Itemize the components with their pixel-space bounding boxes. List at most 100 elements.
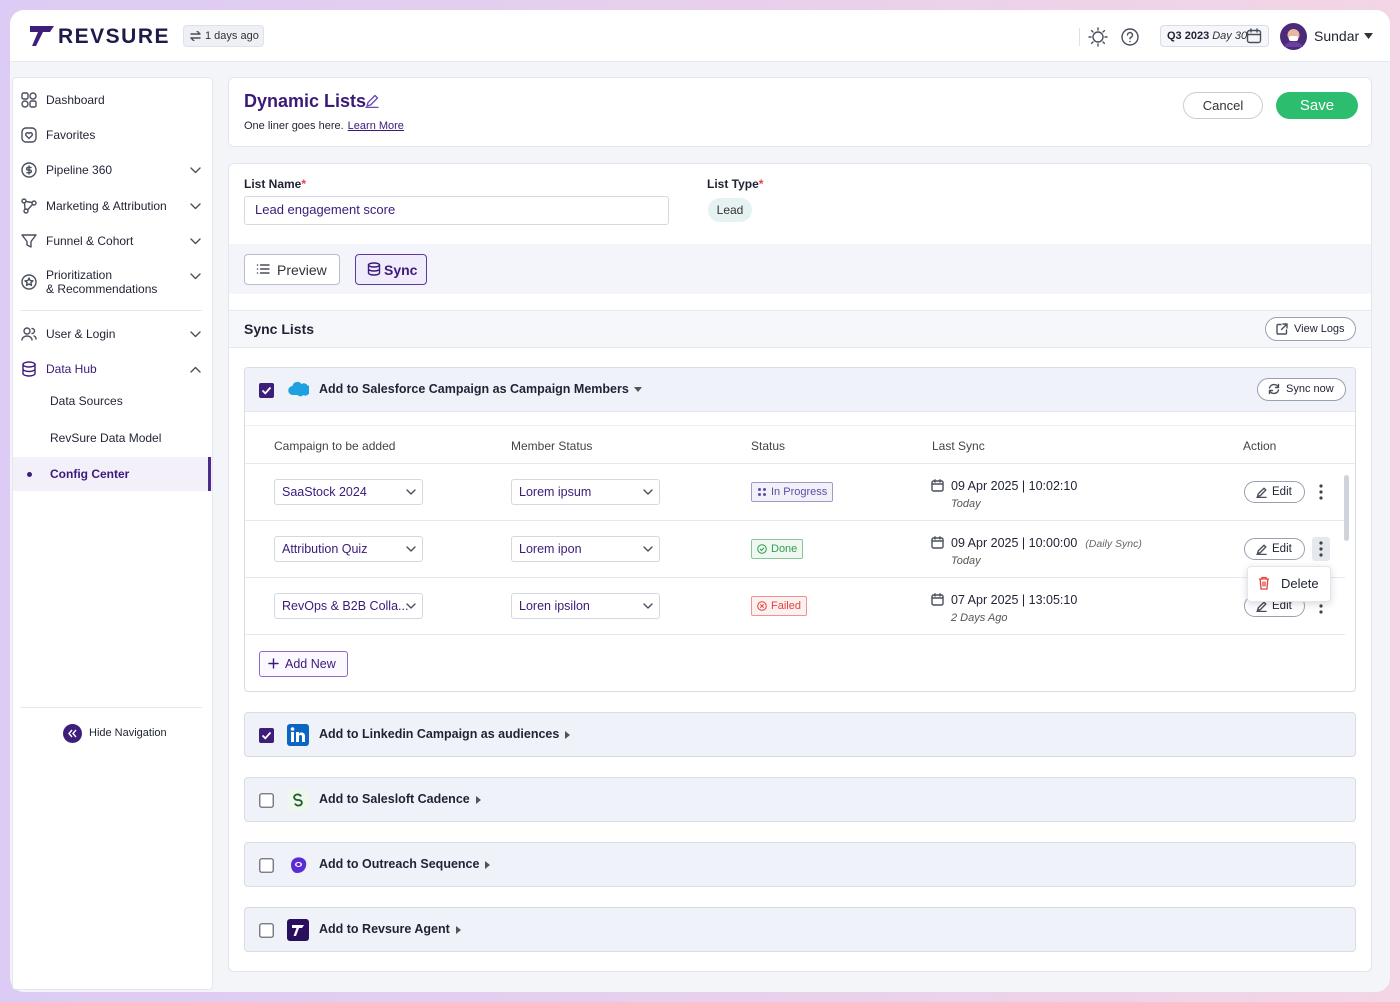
dropdown-chevron [643,546,653,552]
dropdown[interactable] [511,536,660,562]
icon-part [259,264,270,274]
destination-card [244,907,1356,952]
hide-nav[interactable]: Hide Navigation [89,727,167,739]
nav-item[interactable]: Pipeline 360 [46,163,113,177]
dropdown[interactable] [511,479,660,505]
checkbox[interactable] [259,793,274,808]
nav-item[interactable]: Marketing & Attribution [46,199,167,213]
icon-part [367,264,381,276]
column-header: Action [1243,439,1277,453]
destination-caret [455,925,461,934]
dropdown[interactable] [274,479,423,505]
nav-item[interactable]: Dashboard [46,93,105,107]
icon-part [763,493,766,496]
destination-title[interactable]: Add to Linkedin Campaign as audiences [319,726,573,742]
nav-icon [21,198,37,214]
icon-part [259,923,274,938]
icon-part [290,727,295,731]
dropdown-value: RevOps & B2B Colla... [282,599,409,613]
icon-part [1256,601,1267,612]
delete-icon [1259,576,1269,590]
icon-part [1319,484,1323,488]
status-label: In Progress [771,486,828,498]
destination-title[interactable]: Add to Salesloft Cadence [319,791,484,807]
cancel-button[interactable]: Cancel [1183,92,1263,119]
destination-title[interactable]: Add to Salesforce Campaign as Campaign M… [319,381,643,397]
view-logs-button[interactable] [1265,317,1356,341]
icon-part [759,547,765,552]
add-icon [268,658,279,669]
dropdown[interactable] [274,593,423,619]
last-sync-relative: Today [951,555,981,567]
icon-part [643,489,653,495]
nav-sub-item[interactable]: Data Sources [50,394,123,408]
destination-label: Add to Linkedin Campaign as audiences [319,727,560,741]
icon-part [25,132,33,140]
dropdown-value: SaaStock 2024 [282,485,367,499]
kebab-menu[interactable] [1318,484,1324,500]
dropdown[interactable] [511,593,660,619]
checkbox[interactable] [259,728,274,743]
tab-button[interactable] [244,254,340,285]
checkbox[interactable] [259,858,274,873]
checkbox[interactable] [259,923,274,938]
nav-chevron [190,366,201,373]
row-divider [245,520,1345,521]
label-text: List Type [707,177,759,191]
icon-part [1259,576,1269,590]
list-name-input[interactable] [244,196,669,225]
icon-part [291,732,294,742]
nav-chevron [190,331,201,338]
nav-icon [22,361,36,377]
page-header-card [228,77,1372,147]
destination-card [244,842,1356,887]
status-chip: Failed [751,596,807,616]
nav-icon [21,127,37,143]
tab-button[interactable] [355,254,427,285]
delete-option[interactable]: Delete [1281,576,1319,591]
icon-part [256,272,259,274]
nav-icon [21,274,37,290]
icon-part [190,203,201,210]
icon-part [1092,31,1104,43]
field-label: List Type* [707,176,763,192]
icon-part [259,793,274,808]
nav-item[interactable]: User & Login [46,327,116,341]
avatar [1280,23,1307,50]
icon-part [1319,547,1323,551]
icon-part [24,277,34,287]
icon-part [1319,553,1323,557]
kebab-menu[interactable] [1318,541,1324,557]
nav-chevron [190,238,201,245]
user-caret [1364,33,1373,39]
dropdown[interactable] [274,536,423,562]
icon-part [643,603,653,609]
icon-part [21,234,37,248]
destination-title[interactable]: Add to Outreach Sequence [319,856,493,872]
view-logs-icon [1276,323,1288,335]
nav-sub-item[interactable]: Config Center [50,467,130,481]
icon-part [931,593,944,599]
nav-item[interactable]: Prioritization & Recommendations [46,268,158,296]
nav-item[interactable]: Funnel & Cohort [46,234,134,248]
save-button[interactable]: Save [1276,92,1358,119]
learn-more-link[interactable]: Learn More [347,120,404,132]
destination-title[interactable]: Add to Revsure Agent [319,921,464,937]
icon-part [455,925,461,934]
nav-item[interactable]: Data Hub [46,362,97,376]
status-icon [757,544,767,554]
icon-part [29,100,37,108]
destination-header [245,368,1355,412]
tab-icon [367,262,381,276]
nav-item[interactable]: Favorites [46,128,96,142]
hide-nav-icon [63,724,82,743]
edit-label: Edit [1272,543,1292,555]
refresh-icon [190,31,201,41]
nav-sub-item[interactable]: RevSure Data Model [50,431,162,445]
icon-part [1364,33,1373,39]
sync-now-button[interactable] [1257,378,1346,401]
icon-part [68,729,77,738]
last-sync-date: 09 Apr 2025 | 10:00:00 [951,536,1078,550]
column-header: Member Status [511,439,593,453]
checkbox[interactable] [259,383,274,398]
